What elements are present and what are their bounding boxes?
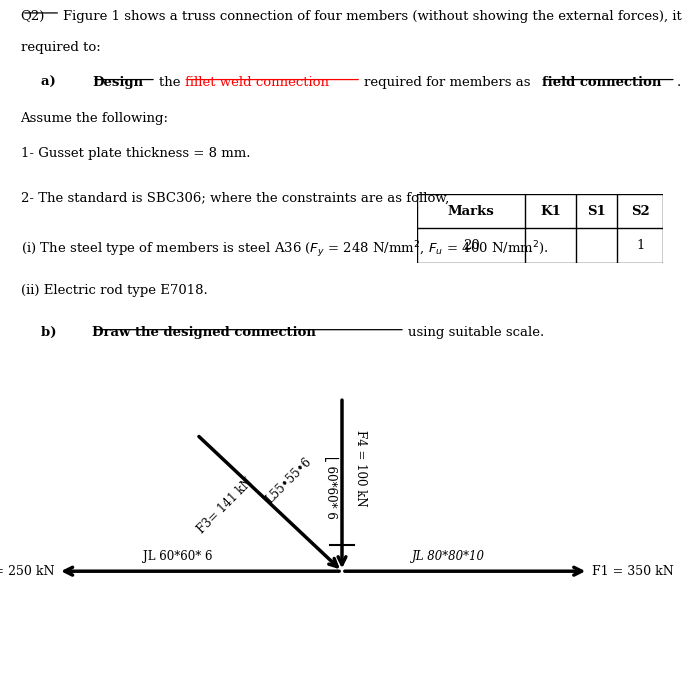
Text: the: the [159,76,185,90]
Text: fillet weld connection: fillet weld connection [185,76,329,90]
Text: field connection: field connection [542,76,662,90]
Text: 2- The standard is SBC306; where the constraints are as follow,: 2- The standard is SBC306; where the con… [21,192,449,205]
Text: L55•55•6: L55•55•6 [263,455,314,506]
Text: F1 = 350 kN: F1 = 350 kN [592,565,674,578]
Text: JL 60*60* 6: JL 60*60* 6 [143,550,213,564]
Text: using suitable scale.: using suitable scale. [408,326,544,339]
Text: Marks: Marks [448,204,495,218]
Text: .: . [676,76,681,90]
Text: Design: Design [92,76,144,90]
Text: S1: S1 [588,204,606,218]
Text: Draw the designed connection: Draw the designed connection [92,326,316,339]
Text: 1: 1 [636,239,644,252]
Text: Figure 1 shows a truss connection of four members (without showing the external : Figure 1 shows a truss connection of fou… [63,10,684,23]
Text: F4 = 100 kN: F4 = 100 kN [354,430,367,507]
Text: K1: K1 [540,204,561,218]
Text: Assume the following:: Assume the following: [21,112,168,125]
Text: F2 = 250 kN: F2 = 250 kN [0,565,55,578]
Text: required to:: required to: [21,41,101,54]
Text: required for members as: required for members as [364,76,535,90]
Text: 20: 20 [463,239,479,252]
Text: 1- Gusset plate thickness = 8 mm.: 1- Gusset plate thickness = 8 mm. [21,147,250,160]
Text: b): b) [41,326,70,339]
Text: S2: S2 [631,204,650,218]
Text: (i) The steel type of members is steel A36 ($F_y$ = 248 N/mm$^2$, $F_u$ = 400 N/: (i) The steel type of members is steel A… [21,239,549,260]
Text: Q2): Q2) [21,10,45,23]
Text: (ii) Electric rod type E7018.: (ii) Electric rod type E7018. [21,284,207,298]
Text: F3= 141 kN: F3= 141 kN [195,476,255,536]
Text: JL 80*80*10: JL 80*80*10 [412,550,484,564]
Text: a): a) [41,76,70,90]
Text: ⎣ 60*60* 6: ⎣ 60*60* 6 [324,456,339,519]
